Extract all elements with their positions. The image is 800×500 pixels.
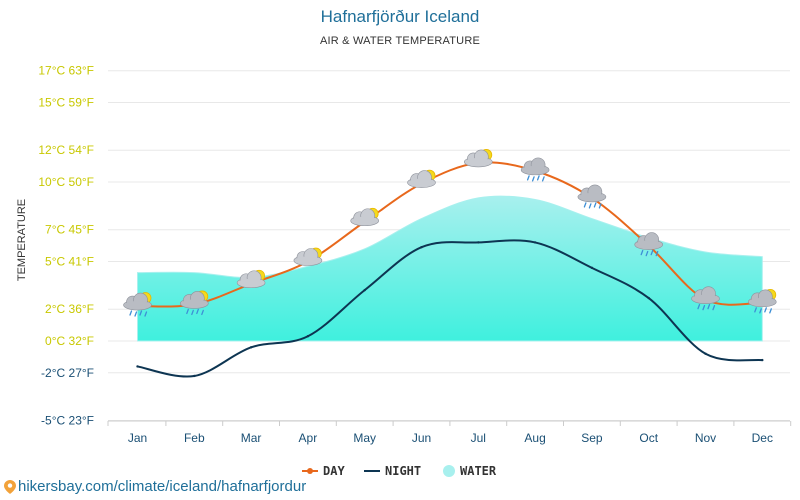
x-tick-label: Sep: [581, 431, 603, 445]
legend-label: WATER: [460, 464, 497, 478]
y-tick-label: 12°C 54°F: [38, 143, 94, 157]
legend[interactable]: DAY NIGHT WATER: [302, 464, 497, 478]
cloud-rain-icon: [520, 157, 550, 182]
cloud-sun-icon: [463, 149, 493, 168]
night-point: [477, 241, 480, 244]
y-tick-label: -5°C 23°F: [41, 414, 94, 428]
x-tick-label: Jan: [128, 431, 147, 445]
legend-label: NIGHT: [385, 464, 421, 478]
night-point: [533, 241, 537, 244]
footer-link-text[interactable]: hikersbay.com/climate/iceland/hafnarfjor…: [18, 478, 307, 495]
cloud-sun-icon: [407, 169, 436, 188]
x-axis: Jan Feb Mar Apr May Jun Jul Aug Sep Oct Nov Dec: [107, 421, 792, 445]
y-tick-label: 15°C 59°F: [38, 96, 94, 110]
cloud-sun-icon: [293, 247, 323, 266]
night-point: [193, 374, 196, 378]
night-point: [420, 245, 423, 249]
cloud-rain-icon: [691, 286, 720, 311]
y-tick-label: 10°C 50°F: [38, 175, 94, 189]
night-point: [590, 266, 594, 270]
cloud-rain-icon: [634, 232, 664, 257]
cloud-sun-icon: [350, 207, 380, 227]
water-area: [137, 195, 763, 342]
x-tick-label: Dec: [752, 431, 773, 445]
night-point: [704, 352, 707, 355]
location-pin-icon: [4, 479, 16, 494]
legend-item-water[interactable]: WATER: [443, 464, 497, 478]
x-tick-label: Apr: [299, 431, 318, 445]
weather-icons: [123, 149, 777, 317]
y-tick-label: -2°C 27°F: [41, 366, 94, 380]
night-point: [647, 296, 650, 300]
chart-title: Hafnarfjörður Iceland: [320, 7, 480, 26]
y-tick-label: 17°C 63°F: [38, 64, 94, 78]
legend-item-night[interactable]: NIGHT: [364, 464, 421, 478]
x-tick-label: Jul: [471, 431, 486, 445]
legend-swatch: [443, 465, 455, 477]
x-tick-label: Feb: [184, 431, 205, 445]
night-point: [363, 288, 366, 292]
x-tick-label: Aug: [524, 431, 545, 445]
cloud-rain-sun-icon: [180, 290, 209, 316]
y-tick-label: 0°C 32°F: [45, 334, 94, 348]
x-tick-label: May: [353, 431, 376, 445]
night-point: [136, 365, 139, 368]
x-tick-label: Jun: [412, 431, 431, 445]
night-series: [136, 239, 764, 378]
y-axis-label: TEMPERATURE: [16, 199, 28, 281]
cloud-rain-sun-icon: [747, 288, 777, 314]
cloud-rain-sun-icon: [123, 292, 152, 317]
x-tick-label: Mar: [241, 431, 262, 445]
cloud-sun-icon: [236, 269, 266, 289]
night-point: [761, 358, 764, 362]
footer-link[interactable]: hikersbay.com/climate/iceland/hafnarfjor…: [4, 478, 306, 495]
night-point: [249, 346, 253, 349]
chart-subtitle: AIR & WATER TEMPERATURE: [319, 35, 481, 47]
y-tick-label: 7°C 45°F: [45, 223, 94, 237]
legend-swatch-dot: [307, 468, 313, 474]
x-tick-label: Nov: [695, 431, 716, 445]
legend-label: DAY: [323, 464, 345, 478]
cloud-rain-icon: [577, 184, 607, 209]
x-tick-label: Oct: [639, 431, 658, 445]
night-line: [137, 239, 763, 378]
y-axis: 17°C 63°F 15°C 59°F 12°C 54°F 10°C 50°F 7°C …: [38, 64, 94, 428]
legend-item-day[interactable]: DAY: [302, 464, 345, 478]
night-point: [306, 335, 310, 338]
y-tick-label: 2°C 36°F: [45, 302, 94, 316]
y-tick-label: 5°C 41°F: [45, 255, 94, 269]
